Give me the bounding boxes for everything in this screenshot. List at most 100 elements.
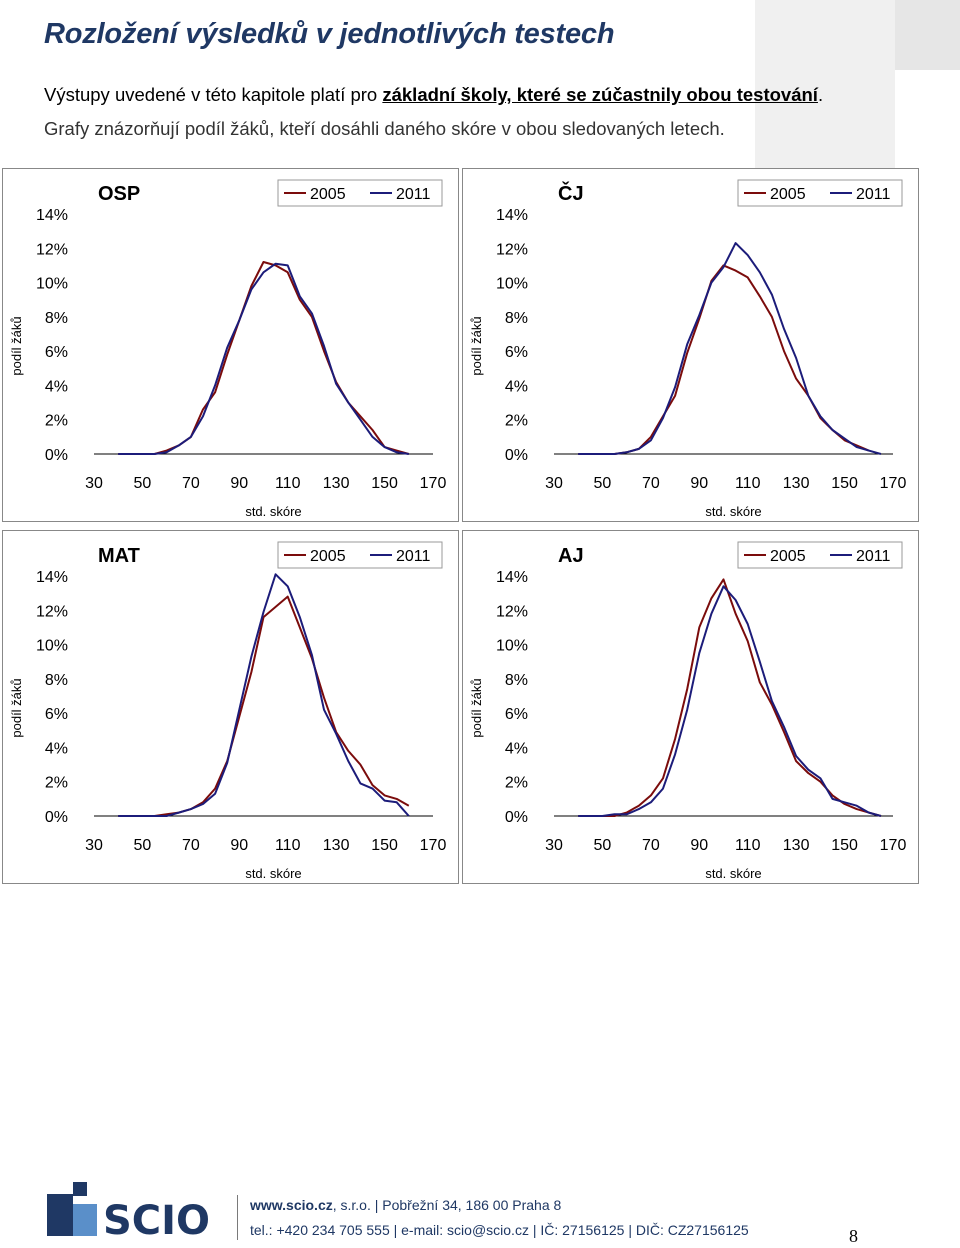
- series-line-2005: [578, 578, 882, 817]
- intro-text: Výstupy uvedené v této kapitole platí pr…: [44, 84, 383, 105]
- legend-label-2005: 2005: [310, 186, 346, 203]
- chart-title: AJ: [558, 545, 584, 567]
- chart-title: MAT: [98, 545, 140, 567]
- legend-label-2005: 2005: [770, 186, 806, 203]
- x-tick-label: 70: [642, 475, 660, 492]
- y-tick-label: 10%: [496, 638, 528, 655]
- x-axis-label: std. skóre: [705, 866, 761, 881]
- y-tick-label: 8%: [505, 672, 528, 689]
- footer-address-text: , s.r.o. | Pobřežní 34, 186 00 Praha 8: [332, 1197, 562, 1213]
- chart-svg: 0% 2% 4% 6% 8% 10% 12% 14% 30 50 70 90 110 130 150 170 s…: [462, 168, 919, 522]
- x-tick-label: 110: [735, 837, 761, 854]
- series-line-2011: [578, 585, 882, 817]
- series-line-2011: [578, 242, 882, 455]
- chart-svg: 0% 2% 4% 6% 8% 10% 12% 14% 30 50 70 90 110 130 150 170 s…: [2, 168, 459, 522]
- x-tick-label: 50: [594, 837, 612, 854]
- y-tick-label: 6%: [505, 706, 528, 723]
- footer-separator: [237, 1195, 238, 1240]
- chart-aj: 0% 2% 4% 6% 8% 10% 12% 14% 30 50 70 90 110 130 150 170 s…: [462, 530, 919, 884]
- y-tick-label: 2%: [45, 775, 68, 792]
- x-tick-label: 130: [783, 837, 810, 854]
- scio-logo: SCIO: [47, 1182, 210, 1240]
- x-tick-label: 130: [783, 475, 810, 492]
- x-tick-label: 50: [134, 837, 152, 854]
- intro-line-2: Grafy znázorňují podíl žáků, kteří dosáh…: [44, 118, 725, 139]
- x-tick-label: 70: [182, 837, 200, 854]
- y-tick-label: 0%: [505, 447, 528, 464]
- y-tick-label: 2%: [45, 413, 68, 430]
- x-tick-label: 150: [371, 837, 398, 854]
- x-tick-label: 110: [735, 475, 761, 492]
- intro-emphasis: základní školy, které se zúčastnily obou…: [382, 84, 818, 105]
- footer-web-link[interactable]: www.scio.cz: [250, 1197, 333, 1213]
- y-tick-label: 0%: [45, 447, 68, 464]
- y-axis-label: podíl žáků: [469, 678, 484, 737]
- chart-mat: 0% 2% 4% 6% 8% 10% 12% 14% 30 50 70 90 110 130 150 170 s…: [2, 530, 459, 884]
- x-tick-label: 150: [371, 475, 398, 492]
- y-tick-label: 0%: [505, 809, 528, 826]
- x-tick-label: 150: [831, 475, 858, 492]
- x-axis-label: std. skóre: [705, 504, 761, 519]
- footer-address: www.scio.cz, s.r.o. | Pobřežní 34, 186 0…: [250, 1197, 561, 1213]
- x-tick-label: 30: [85, 837, 103, 854]
- chart-svg: 0% 2% 4% 6% 8% 10% 12% 14% 30 50 70 90 110 130 150 170 s…: [2, 530, 459, 884]
- chart-frame: [462, 530, 919, 884]
- y-tick-label: 14%: [36, 569, 68, 586]
- y-tick-label: 6%: [45, 344, 68, 361]
- legend-label-2005: 2005: [770, 548, 806, 565]
- x-tick-label: 170: [420, 475, 447, 492]
- x-axis-label: std. skóre: [245, 866, 301, 881]
- y-axis-label: podíl žáků: [9, 678, 24, 737]
- x-tick-label: 70: [182, 475, 200, 492]
- x-tick-label: 90: [690, 475, 708, 492]
- y-tick-label: 0%: [45, 809, 68, 826]
- y-tick-label: 10%: [496, 276, 528, 293]
- y-tick-label: 12%: [36, 603, 68, 620]
- chart-cj: 0% 2% 4% 6% 8% 10% 12% 14% 30 50 70 90 110 130 150 170 s…: [462, 168, 919, 522]
- legend-frame: [737, 541, 903, 569]
- y-tick-label: 2%: [505, 775, 528, 792]
- x-tick-label: 50: [594, 475, 612, 492]
- x-tick-label: 170: [880, 837, 907, 854]
- chart-title: ČJ: [558, 181, 584, 205]
- y-tick-label: 4%: [505, 740, 528, 757]
- y-tick-label: 12%: [36, 241, 68, 258]
- chart-frame: [2, 530, 459, 884]
- y-tick-label: 8%: [45, 672, 68, 689]
- y-tick-label: 10%: [36, 276, 68, 293]
- series-line-2011: [118, 262, 409, 455]
- x-tick-label: 170: [880, 475, 907, 492]
- y-tick-label: 14%: [36, 207, 68, 224]
- chart-svg: 0% 2% 4% 6% 8% 10% 12% 14% 30 50 70 90 110 130 150 170 s…: [462, 530, 919, 884]
- x-tick-label: 30: [85, 475, 103, 492]
- legend-label-2011: 2011: [856, 186, 891, 203]
- legend-label-2011: 2011: [856, 548, 891, 565]
- corner-decoration: [755, 0, 960, 170]
- logo-text: SCIO: [103, 1198, 210, 1240]
- legend-label-2011: 2011: [396, 548, 431, 565]
- x-tick-label: 90: [690, 837, 708, 854]
- y-tick-label: 12%: [496, 603, 528, 620]
- y-tick-label: 10%: [36, 638, 68, 655]
- series-line-2011: [118, 573, 410, 817]
- y-tick-label: 6%: [45, 706, 68, 723]
- y-tick-label: 2%: [505, 413, 528, 430]
- x-tick-label: 90: [230, 837, 248, 854]
- y-tick-label: 4%: [505, 378, 528, 395]
- chart-legend: 2005 2011: [277, 541, 443, 569]
- x-tick-label: 90: [230, 475, 248, 492]
- intro-period: .: [817, 84, 824, 105]
- x-tick-label: 130: [323, 475, 350, 492]
- chart-legend: 2005 2011: [737, 179, 903, 207]
- y-tick-label: 4%: [45, 740, 68, 757]
- series-line-2005: [118, 261, 410, 455]
- y-axis-label: podíl žáků: [9, 316, 24, 375]
- x-axis-label: std. skóre: [245, 504, 301, 519]
- y-tick-label: 8%: [45, 310, 68, 327]
- series-line-2005: [118, 595, 410, 817]
- y-tick-label: 8%: [505, 310, 528, 327]
- y-axis-label: podíl žáků: [469, 316, 484, 375]
- footer-contact: tel.: +420 234 705 555 | e-mail: scio@sc…: [250, 1222, 749, 1238]
- chart-legend: 2005 2011: [737, 541, 903, 569]
- x-tick-label: 150: [831, 837, 858, 854]
